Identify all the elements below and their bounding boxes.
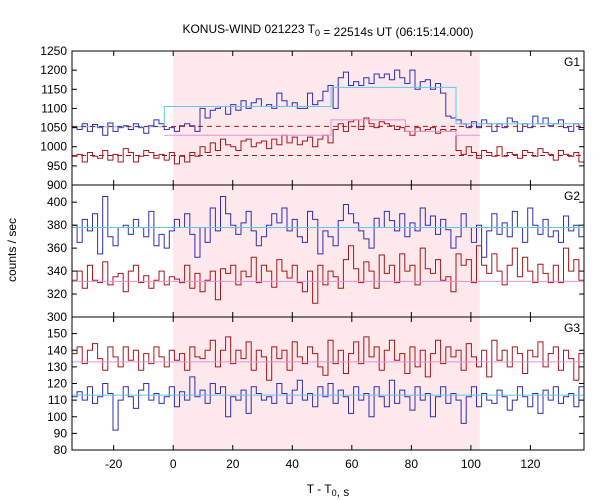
series-line (72, 196, 584, 258)
x-tick-label: -20 (105, 457, 123, 471)
y-axis-label: counts / sec (5, 218, 19, 282)
y-tick-label: 1250 (40, 44, 67, 58)
y-tick-label: 950 (47, 159, 67, 173)
chart-title: KONUS-WIND 021223 T0 = 22514s UT (06:15:… (182, 22, 473, 39)
panel-g1: 900 950 1000 1050 1100 1150 1200 1250 G1 (40, 44, 585, 192)
y-tick-label: 360 (47, 241, 67, 255)
y-tick-label: 340 (47, 264, 67, 278)
panel-label: G1 (564, 55, 580, 69)
highlight-interval (173, 51, 480, 450)
series-line (72, 245, 584, 304)
y-tick-label: 120 (47, 377, 67, 391)
series-line (72, 336, 584, 381)
y-tick-label: 100 (47, 410, 67, 424)
y-tick-label: 400 (47, 195, 67, 209)
y-tick-label: 110 (48, 393, 67, 407)
y-tick-label: 1150 (41, 82, 67, 96)
x-axis-label: T - T0, s (307, 482, 350, 499)
y-tick-label: 380 (47, 218, 67, 232)
series-line (72, 86, 584, 128)
panel-label: G3 (564, 321, 580, 335)
y-tick-label: 300 (47, 310, 67, 324)
y-tick-label: 1050 (40, 121, 67, 135)
series-line (72, 117, 584, 165)
x-tick-label: 40 (286, 457, 300, 471)
x-tick-label: 120 (520, 457, 540, 471)
panel-g3: 80 90 100 110 120 130 140 150 G3 (47, 316, 585, 457)
series-line (164, 119, 480, 136)
x-tick-label: 0 (170, 457, 177, 471)
x-tick-label: 80 (405, 457, 419, 471)
x-tick-label: 20 (226, 457, 240, 471)
panel-plot-area (72, 196, 584, 304)
y-tick-label: 320 (47, 287, 67, 301)
panel-plot-area (72, 69, 584, 165)
panel-label: G2 (564, 189, 580, 203)
y-tick-label: 90 (54, 426, 68, 440)
y-tick-label: 150 (47, 327, 67, 341)
y-tick-label: 1200 (40, 63, 67, 77)
y-tick-label: 900 (47, 178, 67, 192)
x-tick-label: 60 (345, 457, 359, 471)
y-tick-label: 1100 (41, 101, 67, 115)
x-tick-label: 100 (461, 457, 481, 471)
panel-plot-area (72, 336, 584, 431)
y-tick-label: 140 (47, 343, 67, 357)
y-tick-label: 80 (54, 443, 68, 457)
y-tick-label: 1000 (40, 140, 67, 154)
y-tick-label: 130 (47, 360, 67, 374)
